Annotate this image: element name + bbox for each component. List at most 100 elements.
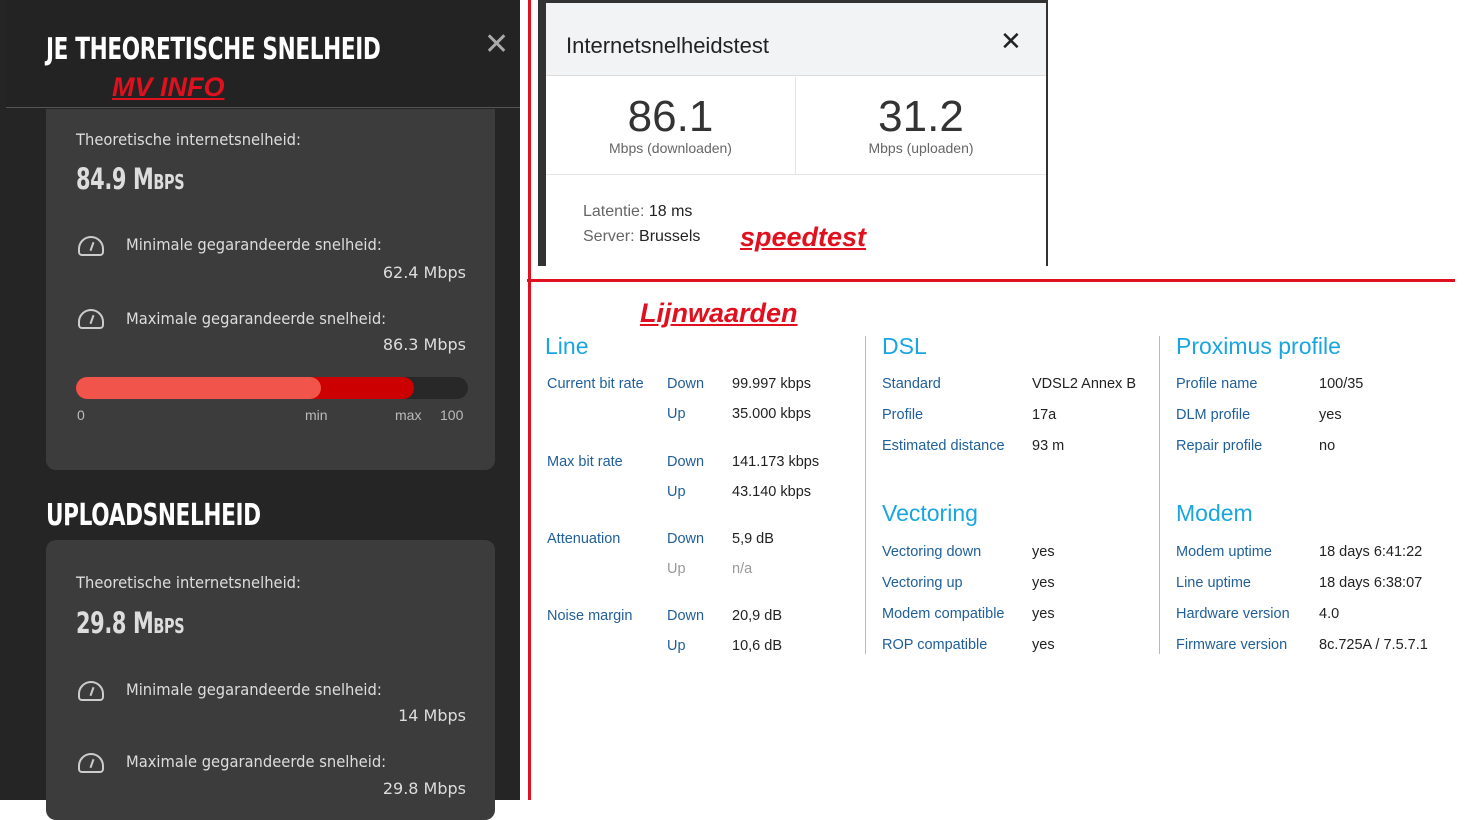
- proximus-heading: Proximus profile: [1176, 333, 1341, 359]
- proximus-row-value: yes: [1319, 407, 1342, 423]
- vectoring-row-label: ROP compatible: [882, 637, 988, 653]
- line-row-direction: Up: [667, 638, 686, 654]
- line-row-direction: Down: [667, 608, 705, 624]
- bar-tick-min: min: [305, 407, 328, 423]
- dsl-row-value: 93 m: [1032, 438, 1065, 454]
- vectoring-row-value: yes: [1032, 637, 1055, 653]
- upload-value: 29.8 Mbps: [76, 606, 185, 640]
- upload-max-label: Maximale gegarandeerde snelheid:: [126, 752, 387, 771]
- dsl-row-value: 17a: [1032, 407, 1057, 423]
- speedtest-title: Internetsnelheidstest: [566, 33, 770, 58]
- line-row-value: 35.000 kbps: [732, 406, 812, 422]
- line-row-direction: Down: [667, 376, 705, 392]
- speed-range-bar: [76, 377, 468, 399]
- line-row-direction: Down: [667, 454, 705, 470]
- line-row-label: Max bit rate: [547, 454, 623, 470]
- upload-min-label: Minimale gegarandeerde snelheid:: [126, 680, 382, 699]
- min-speed-label: Minimale gegarandeerde snelheid:: [126, 235, 382, 254]
- min-range-fill: [76, 377, 321, 399]
- upload-label: Theoretische internetsnelheid:: [76, 573, 301, 592]
- proximus-row-label: Profile name: [1176, 376, 1258, 392]
- modem-row-label: Firmware version: [1176, 637, 1288, 653]
- annotation-line-horizontal: [527, 279, 1455, 282]
- line-row-direction: Up: [667, 484, 686, 500]
- line-heading: Line: [545, 333, 589, 359]
- line-row-value: 141.173 kbps: [732, 454, 820, 470]
- vectoring-row-label: Modem compatible: [882, 606, 1005, 622]
- download-card: [46, 109, 495, 470]
- modem-row-value: 18 days 6:41:22: [1319, 544, 1423, 560]
- mv-info-header: [6, 0, 520, 108]
- download-unit: Mbps: [133, 162, 185, 196]
- line-row-value: 99.997 kbps: [732, 376, 812, 392]
- speedometer-icon: [78, 681, 104, 701]
- proximus-row-label: DLM profile: [1176, 407, 1251, 423]
- line-row-direction: Up: [667, 561, 686, 577]
- latency: Latentie: 18 ms: [583, 203, 692, 221]
- line-row-direction: Down: [667, 531, 705, 547]
- line-row-value: 10,6 dB: [732, 638, 782, 654]
- upload-title: UPLOADSNELHEID: [46, 498, 261, 533]
- modem-row-label: Modem uptime: [1176, 544, 1272, 560]
- upload-min-value: 14 Mbps: [398, 706, 466, 725]
- line-row-direction: Up: [667, 406, 686, 422]
- divider: [546, 174, 1046, 175]
- server-value: Brussels: [639, 228, 701, 245]
- bar-tick-100: 100: [440, 407, 464, 423]
- proximus-row-value: 100/35: [1319, 376, 1364, 392]
- close-icon[interactable]: ✕: [484, 28, 510, 61]
- latency-value: 18 ms: [648, 203, 693, 220]
- dsl-row-value: VDSL2 Annex B: [1032, 376, 1136, 392]
- speedometer-icon: [78, 309, 104, 329]
- line-row-label: Noise margin: [547, 608, 633, 624]
- upload-speed: 31.2: [878, 92, 964, 141]
- vectoring-row-label: Vectoring down: [882, 544, 982, 560]
- dsl-row-label: Profile: [882, 407, 924, 423]
- panel-title: JE THEORETISCHE SNELHEID: [46, 32, 381, 67]
- speedometer-icon: [78, 753, 104, 773]
- min-speed-value: 62.4 Mbps: [382, 263, 466, 282]
- dsl-heading: DSL: [882, 333, 927, 359]
- modem-heading: Modem: [1176, 500, 1253, 526]
- proximus-row-label: Repair profile: [1176, 438, 1263, 454]
- upload-unit: Mbps (uploaden): [868, 140, 974, 156]
- line-values-annotation: Lijnwaarden: [640, 298, 798, 328]
- modem-row-value: 8c.725A / 7.5.7.1: [1319, 637, 1428, 653]
- line-row-label: Attenuation: [547, 531, 621, 547]
- speedometer-icon: [78, 236, 104, 256]
- divider: [795, 77, 796, 174]
- line-row-label: Current bit rate: [547, 376, 644, 392]
- download-unit: Mbps (downloaden): [609, 140, 732, 156]
- upload-unit: Mbps: [133, 606, 185, 640]
- max-speed-value: 86.3 Mbps: [382, 335, 466, 354]
- server: Server: Brussels: [583, 228, 700, 246]
- vectoring-row-value: yes: [1032, 544, 1055, 560]
- annotation-line-vertical: [528, 0, 531, 800]
- upload-max-value: 29.8 Mbps: [382, 779, 466, 798]
- bar-tick-0: 0: [77, 407, 85, 423]
- upload-number: 29.8: [76, 606, 127, 640]
- vectoring-heading: Vectoring: [882, 500, 978, 526]
- bar-tick-max: max: [395, 407, 422, 423]
- dsl-row-label: Estimated distance: [882, 438, 1005, 454]
- upload-card: [46, 540, 495, 820]
- vectoring-row-value: yes: [1032, 575, 1055, 591]
- mv-info-annotation: MV INFO: [112, 72, 225, 102]
- proximus-row-value: no: [1319, 438, 1336, 454]
- line-row-value: 20,9 dB: [732, 608, 782, 624]
- line-row-value: 5,9 dB: [732, 531, 774, 547]
- line-row-value: n/a: [732, 561, 753, 577]
- modem-row-label: Line uptime: [1176, 575, 1251, 591]
- line-row-value: 43.140 kbps: [732, 484, 812, 500]
- speedtest-header: [546, 3, 1046, 76]
- vectoring-row-value: yes: [1032, 606, 1055, 622]
- modem-row-value: 18 days 6:38:07: [1319, 575, 1423, 591]
- modem-row-value: 4.0: [1319, 606, 1340, 622]
- download-speed: 86.1: [627, 92, 714, 141]
- close-icon[interactable]: ✕: [1000, 26, 1022, 56]
- latency-label: Latentie:: [583, 203, 645, 220]
- server-label: Server:: [583, 228, 635, 245]
- max-speed-label: Maximale gegarandeerde snelheid:: [126, 309, 387, 328]
- download-number: 84.9: [76, 162, 127, 196]
- divider: [865, 336, 866, 654]
